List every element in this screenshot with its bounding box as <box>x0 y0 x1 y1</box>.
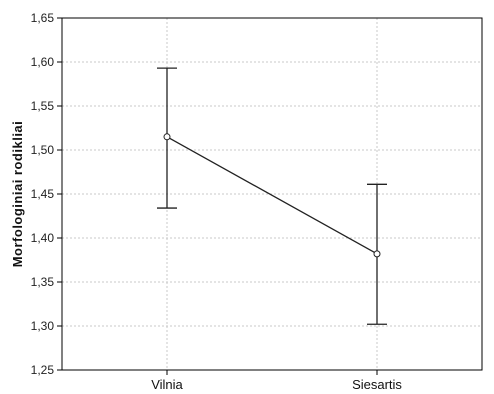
x-axis: Vilnia Siesartis <box>151 370 402 392</box>
y-axis: 1,25 1,30 1,35 1,40 1,45 1,50 1,55 1,60 1,65 <box>31 11 62 377</box>
series <box>157 67 387 325</box>
y-tick-label: 1,35 <box>31 275 55 289</box>
y-tick-label: 1,25 <box>31 363 55 377</box>
y-tick-label: 1,60 <box>31 55 55 69</box>
x-tick-label: Vilnia <box>151 377 183 392</box>
y-tick-label: 1,55 <box>31 99 55 113</box>
x-tick-label: Siesartis <box>352 377 402 392</box>
y-tick-label: 1,65 <box>31 11 55 25</box>
y-axis-title: Morfologiniai rodikliai <box>10 121 25 268</box>
y-tick-label: 1,40 <box>31 231 55 245</box>
y-tick-label: 1,30 <box>31 319 55 333</box>
data-point <box>373 250 381 258</box>
series-line <box>166 136 378 255</box>
y-tick-label: 1,50 <box>31 143 55 157</box>
y-tick-label: 1,45 <box>31 187 55 201</box>
data-point <box>163 133 171 141</box>
